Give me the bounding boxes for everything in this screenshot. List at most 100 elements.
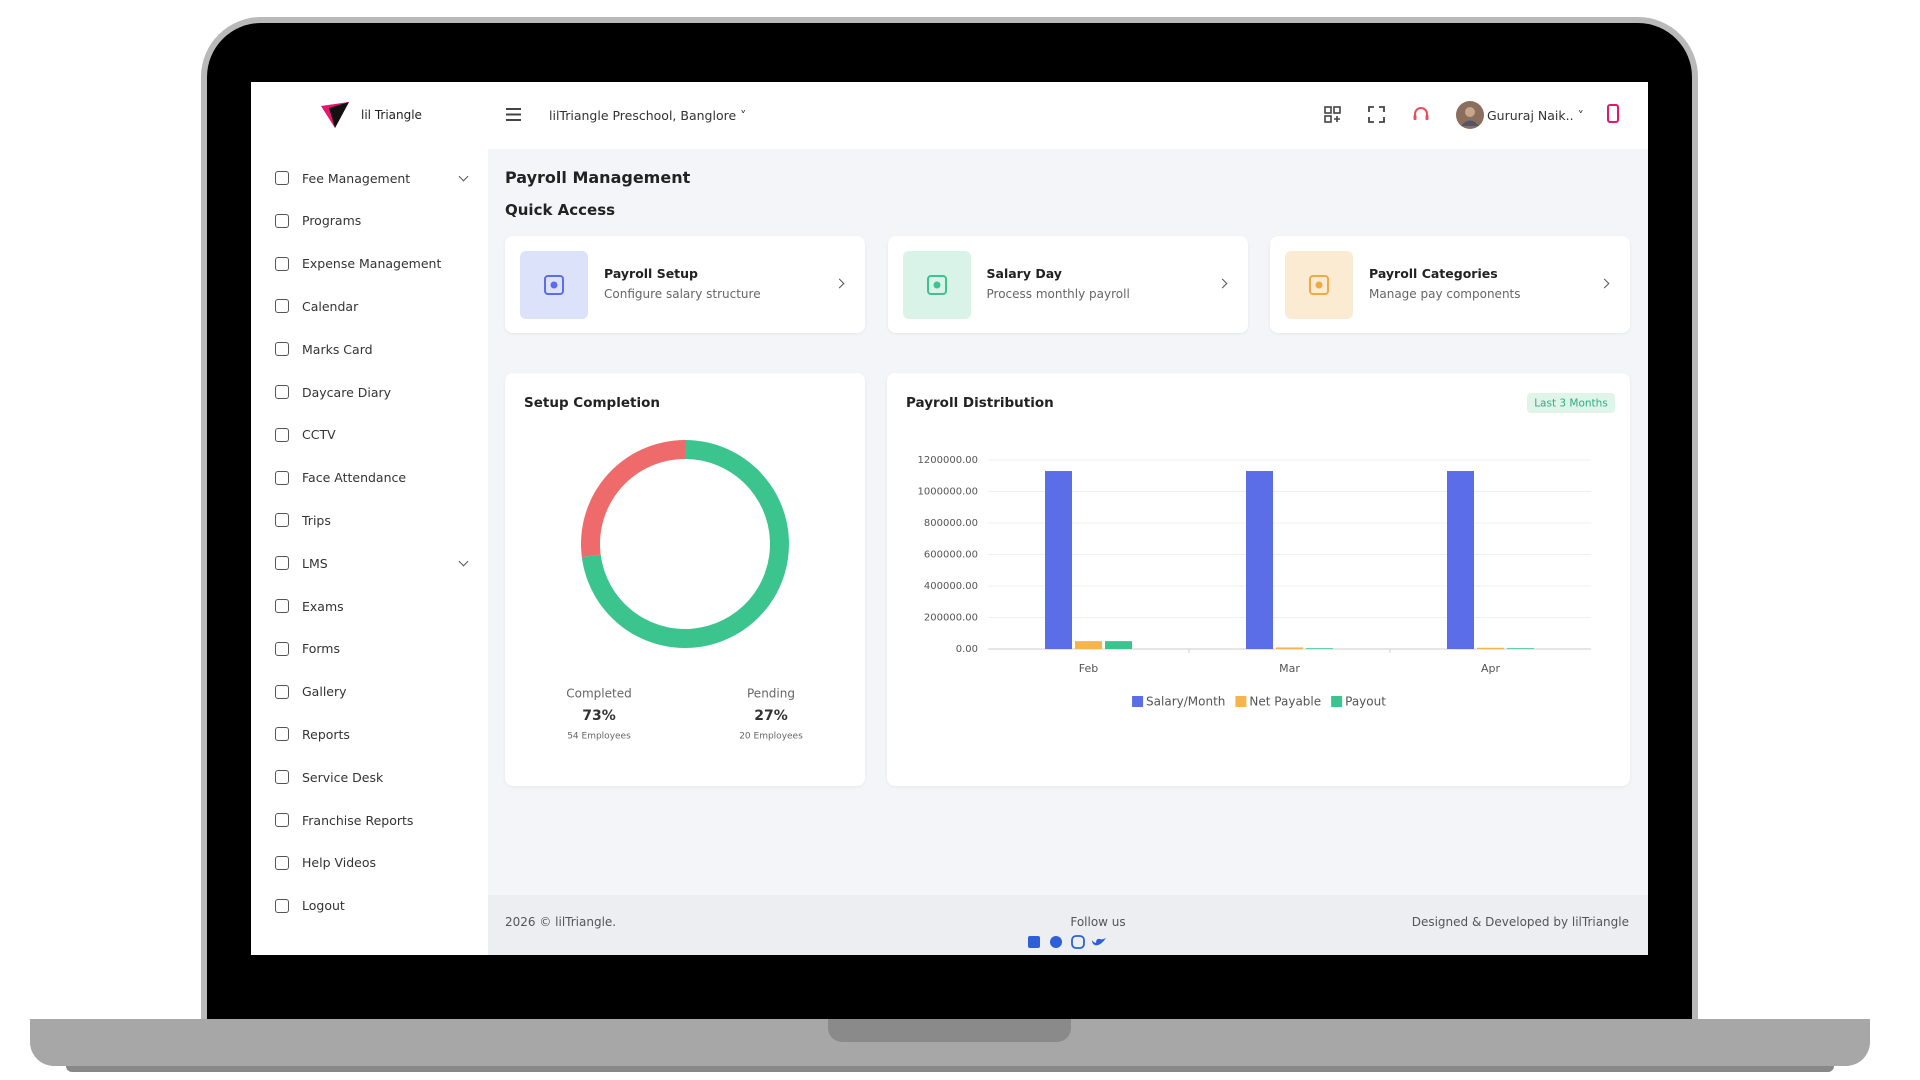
bar [1447, 471, 1474, 649]
bar [1045, 471, 1072, 649]
copyright: 2026 © lilTriangle. [505, 915, 617, 929]
facebook-icon[interactable] [1050, 936, 1062, 948]
y-tick-label: 400000.00 [924, 581, 978, 592]
brand: lil Triangle [361, 108, 422, 122]
mobile-icon[interactable] [1607, 104, 1619, 123]
legend-label: Salary/Month [1146, 695, 1225, 709]
sidebar-label: Daycare Diary [302, 384, 392, 400]
sidebar-item[interactable]: Franchise Reports [275, 805, 475, 835]
sidebar-icon [275, 813, 289, 827]
quick-card[interactable]: Payroll Setup Configure salary structure [505, 236, 865, 333]
sidebar-label: Gallery [302, 684, 347, 700]
card-subtitle: Process monthly payroll [986, 287, 1130, 301]
sidebar-icon [275, 641, 289, 656]
sidebar-item[interactable]: Programs [275, 206, 475, 236]
twitter-icon[interactable] [1092, 938, 1106, 946]
quick-card[interactable]: Payroll Categories Manage pay components [1270, 236, 1630, 333]
sidebar-icon [275, 342, 289, 357]
card-subtitle: Manage pay components [1369, 287, 1521, 301]
support-icon[interactable] [1412, 105, 1430, 123]
linkedin-icon[interactable] [1028, 936, 1040, 948]
user-menu[interactable]: Gururaj Naik.. ˅ [1487, 108, 1584, 123]
sidebar-label: Help Videos [302, 855, 377, 871]
avatar[interactable] [1456, 101, 1484, 129]
sidebar-label: LMS [302, 555, 328, 571]
donut-chart: Setup Completion Completed 73% 54 Employees… [524, 395, 803, 742]
social-links [1028, 935, 1106, 949]
y-tick-label: 800000.00 [924, 518, 978, 529]
sidebar-icon [275, 256, 289, 271]
sidebar-icon [275, 855, 289, 870]
sidebar-icon [275, 727, 289, 742]
school-selector[interactable]: lilTriangle Preschool, Banglore ˅ [549, 108, 747, 123]
sidebar-icon [275, 171, 289, 185]
card-title: Salary Day [986, 266, 1062, 281]
chart-title: Setup Completion [524, 395, 660, 411]
card-icon [520, 251, 588, 319]
legend: Salary/Month Net Payable Payout [1132, 695, 1386, 709]
laptop-notch [828, 1019, 1071, 1042]
grid-icon[interactable] [1324, 106, 1341, 123]
menu-toggle[interactable] [506, 108, 521, 121]
sidebar-item[interactable]: Daycare Diary [275, 377, 475, 407]
legend-label: Payout [1345, 695, 1386, 709]
sidebar-item[interactable]: CCTV [275, 420, 475, 450]
instagram-icon[interactable] [1071, 935, 1085, 949]
sidebar-icon [275, 213, 289, 228]
sidebar-item[interactable]: Expense Management [275, 249, 475, 279]
sidebar-label: Logout [302, 898, 345, 914]
sidebar-item[interactable]: Reports [275, 719, 475, 749]
sidebar-item[interactable]: Exams [275, 591, 475, 621]
sidebar-label: Face Attendance [302, 470, 407, 486]
user-name: Gururaj Naik.. [1487, 108, 1574, 123]
sidebar-item[interactable]: Face Attendance [275, 463, 475, 493]
sidebar: Fee Management Programs Expense Management… [251, 149, 488, 955]
sidebar-icon [275, 427, 289, 442]
credit: Designed & Developed by lilTriangle [1411, 915, 1629, 929]
bar [1105, 641, 1132, 649]
screen: lil Triangle lilTriangle Preschool, Bang… [251, 82, 1648, 955]
sidebar-item[interactable]: Fee Management [275, 163, 475, 193]
sidebar-icon [275, 599, 289, 613]
quick-card[interactable]: Salary Day Process monthly payroll [887, 236, 1248, 333]
legend-label: Pending [747, 687, 795, 701]
sidebar-item[interactable]: Gallery [275, 677, 475, 707]
sidebar-icon [275, 385, 289, 399]
bar [1306, 648, 1333, 649]
y-tick-label: 0.00 [956, 644, 978, 655]
section-title: Quick Access [505, 201, 616, 219]
card-arrow [1599, 278, 1610, 289]
sidebar-item[interactable]: Calendar [275, 291, 475, 321]
page-title: Payroll Management [505, 168, 691, 187]
y-tick-label: 200000.00 [924, 613, 978, 624]
sidebar-label: Expense Management [302, 256, 442, 272]
chart-title: Payroll Distribution [906, 395, 1054, 411]
laptop-shadow [66, 1066, 1834, 1072]
employee-count: 20 Employees [739, 732, 803, 742]
fullscreen-icon[interactable] [1368, 106, 1385, 123]
sidebar-item[interactable]: Service Desk [275, 762, 475, 792]
sidebar-item[interactable]: Help Videos [275, 848, 475, 878]
sidebar-icon [275, 556, 289, 571]
bar [1246, 471, 1273, 649]
sidebar-item[interactable]: Trips [275, 505, 475, 535]
sidebar-item[interactable]: Logout [275, 891, 475, 921]
sidebar-item[interactable]: LMS [275, 548, 475, 578]
legend-label: Completed [566, 687, 631, 701]
legend-swatch [1235, 696, 1247, 707]
sidebar-icon [275, 770, 289, 785]
legend-swatch [1132, 696, 1144, 707]
chevron [458, 171, 469, 181]
sidebar-item[interactable]: Marks Card [275, 334, 475, 364]
sidebar-item[interactable]: Forms [275, 634, 475, 664]
bar [1075, 641, 1102, 649]
sidebar-label: Exams [302, 598, 344, 614]
value-label: 27% [754, 708, 788, 724]
sidebar-icon [275, 898, 289, 913]
sidebar-label: Calendar [302, 298, 359, 314]
follow-label: Follow us [1070, 915, 1126, 929]
card-icon [1285, 251, 1353, 319]
sidebar-label: Forms [302, 641, 341, 657]
card-glyph [926, 275, 947, 295]
